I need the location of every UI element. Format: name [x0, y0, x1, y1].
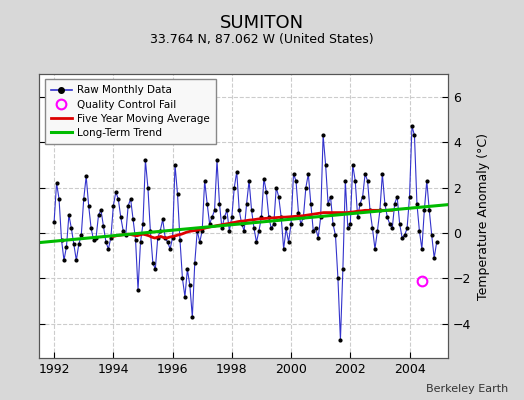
- Text: 33.764 N, 87.062 W (United States): 33.764 N, 87.062 W (United States): [150, 33, 374, 46]
- Y-axis label: Temperature Anomaly (°C): Temperature Anomaly (°C): [477, 132, 490, 300]
- Legend: Raw Monthly Data, Quality Control Fail, Five Year Moving Average, Long-Term Tren: Raw Monthly Data, Quality Control Fail, …: [45, 79, 216, 144]
- Text: SUMITON: SUMITON: [220, 14, 304, 32]
- Text: Berkeley Earth: Berkeley Earth: [426, 384, 508, 394]
